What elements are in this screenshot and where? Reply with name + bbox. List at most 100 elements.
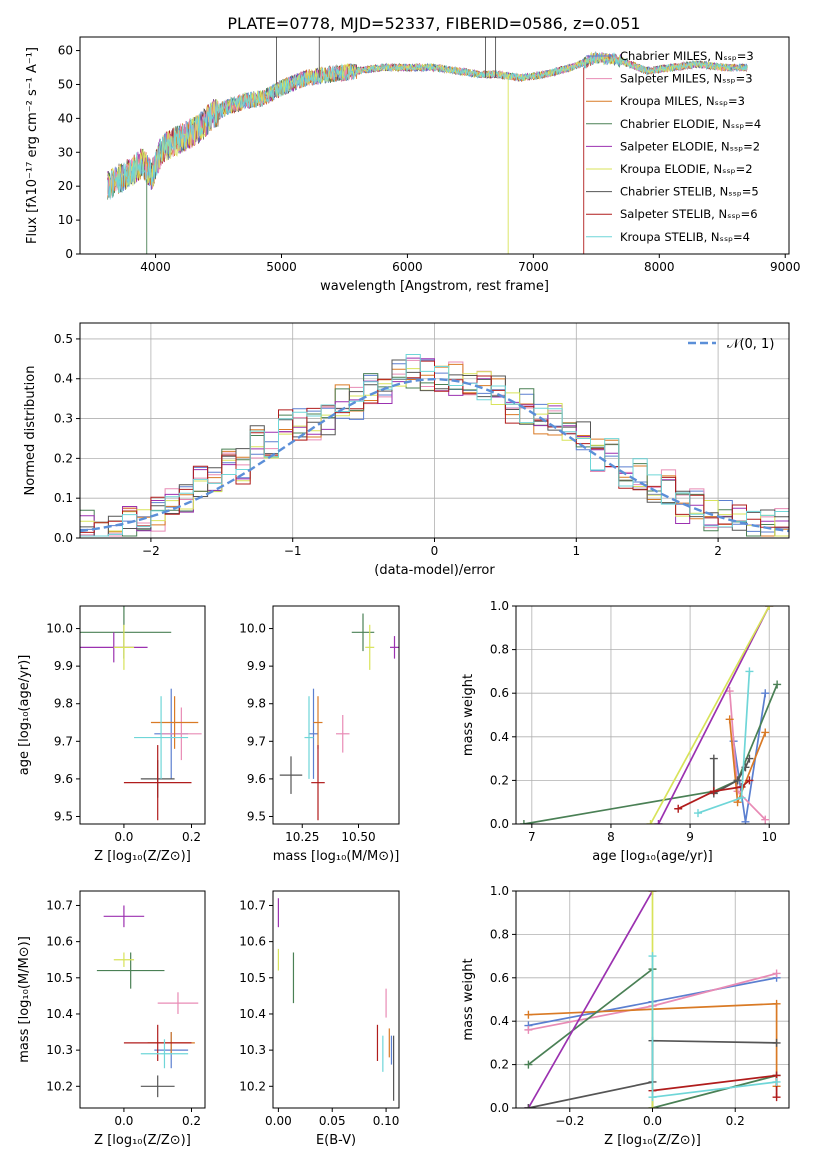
plot-area <box>519 606 782 824</box>
y-tick-label: 10.5 <box>239 971 266 985</box>
mass-weight-marker <box>524 1104 533 1108</box>
y-axis-label: mass [log₁₀(M/M⊙)] <box>17 936 32 1063</box>
x-tick-label: 0.2 <box>726 1114 745 1128</box>
legend-label: Kroupa ELODIE, Nₛₛₚ=2 <box>620 162 753 176</box>
mass-weight-marker <box>772 1093 781 1102</box>
y-tick-label: 10.2 <box>239 1079 266 1093</box>
y-tick-label: 10.7 <box>239 898 266 912</box>
axes-frame: 10.25 10.50 9.5 9.6 9.7 9.8 9.9 10.0 mass [log₁₀… <box>239 605 400 864</box>
y-tick-label: 9.9 <box>247 659 266 673</box>
histogram-step <box>80 360 789 533</box>
plot-area <box>277 898 395 1101</box>
mass-weight-marker <box>737 793 746 802</box>
y-axis-label: mass weight <box>461 958 476 1040</box>
spectrum-legend: Chabrier MILES, Nₛₛₚ=3 Salpeter MILES, Nₛ… <box>586 49 761 244</box>
mass-weight-line <box>523 684 778 824</box>
mass-weight-marker <box>772 969 781 978</box>
mass-weight-line <box>652 1074 778 1098</box>
chart-panel-3: 0.0 0.2 9.5 9.6 9.7 9.8 9.9 10.0 Z [log₁₀(Z/Z⊙)]… <box>17 605 206 864</box>
axes-frame: −0.2 0.0 0.2 0.0 0.2 0.4 0.6 0.8 1.0 Z [log₁₀(Z/Z… <box>461 884 790 1148</box>
legend-label: Salpeter STELIB, Nₛₛₚ=6 <box>620 207 758 221</box>
chart-panel-2: −2 −1 0 1 2 0.0 0.1 0.2 0.3 0.4 0.5 (data-model)/er… <box>23 322 790 578</box>
y-tick-label: 1.0 <box>490 599 509 613</box>
mass-weight-marker <box>648 952 657 961</box>
y-tick-label: 9.5 <box>54 809 73 823</box>
mass-weight-marker <box>765 606 774 610</box>
y-tick-label: 10.6 <box>46 935 73 949</box>
chart-panel-1: 4000 5000 6000 7000 8000 9000 0 10 20 30 40 50 60 wav… <box>25 36 800 294</box>
y-tick-label: 9.6 <box>247 772 266 786</box>
y-tick-label: 0.0 <box>54 531 73 545</box>
x-axis-label: Z [log₁₀(Z/Z⊙)] <box>604 1133 701 1148</box>
legend-label: Chabrier ELODIE, Nₛₛₚ=4 <box>620 117 761 131</box>
mass-weight-line <box>651 956 777 1099</box>
plot-area <box>279 613 399 821</box>
axes-border <box>515 605 790 825</box>
mass-weight-marker <box>773 680 782 689</box>
x-tick-label: 4000 <box>140 260 171 274</box>
mass-weight-marker <box>761 689 770 698</box>
y-tick-label: 0.8 <box>490 927 509 941</box>
x-axis-label: wavelength [Angstrom, rest frame] <box>320 279 549 294</box>
x-tick-label: 10 <box>762 830 777 844</box>
mass-weight-marker <box>694 809 702 818</box>
x-tick-label: 0.0 <box>114 1114 133 1128</box>
y-tick-label: 0.0 <box>490 1101 509 1115</box>
legend-label: Salpeter MILES, Nₛₛₚ=3 <box>620 72 753 86</box>
x-tick-label: 0.2 <box>182 830 201 844</box>
axes-border <box>79 36 790 255</box>
y-tick-label: 10.3 <box>46 1043 73 1057</box>
chart-panel-4: 10.25 10.50 9.5 9.6 9.7 9.8 9.9 10.0 mass [log₁₀… <box>239 605 400 864</box>
axes-border <box>79 605 206 825</box>
mass-weight-marker <box>648 1093 657 1102</box>
axes-frame: 7 8 9 10 0.0 0.2 0.4 0.6 0.8 1.0 age [log₁₀(age/yr… <box>461 599 790 864</box>
x-tick-label: 7 <box>528 830 536 844</box>
axes-frame: 0.0 0.2 9.5 9.6 9.7 9.8 9.9 10.0 Z [log₁₀(Z/Z⊙)]… <box>17 605 206 864</box>
x-tick-label: 0 <box>431 544 439 558</box>
x-tick-label: 9 <box>686 830 694 844</box>
mass-weight-line <box>649 606 770 824</box>
plot-area <box>80 354 789 537</box>
legend-label: Chabrier MILES, Nₛₛₚ=3 <box>620 49 754 63</box>
y-tick-label: 10.2 <box>46 1079 73 1093</box>
x-tick-label: 0.05 <box>319 1114 346 1128</box>
axes-frame: 0.0 0.2 10.2 10.3 10.4 10.5 10.6 10.7 Z [log₁₀(Z… <box>17 890 206 1148</box>
mass-weight-marker <box>524 1025 533 1034</box>
y-tick-label: 10.4 <box>239 1007 266 1021</box>
legend-label: Chabrier STELIB, Nₛₛₚ=5 <box>620 185 759 199</box>
y-tick-label: 10.3 <box>239 1043 266 1057</box>
mass-weight-marker <box>709 754 718 763</box>
x-tick-label: 7000 <box>518 260 549 274</box>
spectrum-line <box>107 52 748 200</box>
mass-weight-line <box>677 779 750 810</box>
axes-border <box>79 890 206 1109</box>
legend-label: Salpeter ELODIE, Nₛₛₚ=2 <box>620 139 760 153</box>
x-axis-label: (data-model)/error <box>374 563 495 578</box>
mass-weight-marker <box>745 754 754 763</box>
y-tick-label: 0.2 <box>54 451 73 465</box>
x-axis-label: Z [log₁₀(Z/Z⊙)] <box>94 1133 191 1148</box>
x-tick-label: 8000 <box>644 260 675 274</box>
y-tick-label: 0 <box>65 247 73 261</box>
chart-panel-6: 0.0 0.2 10.2 10.3 10.4 10.5 10.6 10.7 Z [log₁₀(Z… <box>17 890 206 1148</box>
mass-weight-marker <box>772 1038 781 1047</box>
y-tick-label: 0.5 <box>54 332 73 346</box>
mass-weight-marker <box>524 1010 533 1019</box>
y-tick-label: 0.8 <box>490 643 509 657</box>
axes-frame: 4000 5000 6000 7000 8000 9000 0 10 20 30 40 50 60 wav… <box>25 36 800 294</box>
y-tick-label: 40 <box>58 111 73 125</box>
legend-label: Kroupa STELIB, Nₛₛₚ=4 <box>620 230 750 244</box>
y-tick-label: 10.0 <box>46 622 73 636</box>
y-tick-label: 10.5 <box>46 971 73 985</box>
mass-weight-marker <box>709 787 718 796</box>
y-tick-label: 10 <box>58 213 73 227</box>
mass-weight-marker <box>725 715 734 724</box>
mass-weight-marker <box>519 820 528 824</box>
y-tick-label: 30 <box>58 145 73 159</box>
x-tick-label: 0.00 <box>265 1114 292 1128</box>
y-tick-label: 10.7 <box>46 898 73 912</box>
mass-weight-marker <box>524 1060 533 1069</box>
mass-weight-line <box>527 891 654 1108</box>
y-tick-label: 9.5 <box>247 809 266 823</box>
y-tick-label: 1.0 <box>490 884 509 898</box>
